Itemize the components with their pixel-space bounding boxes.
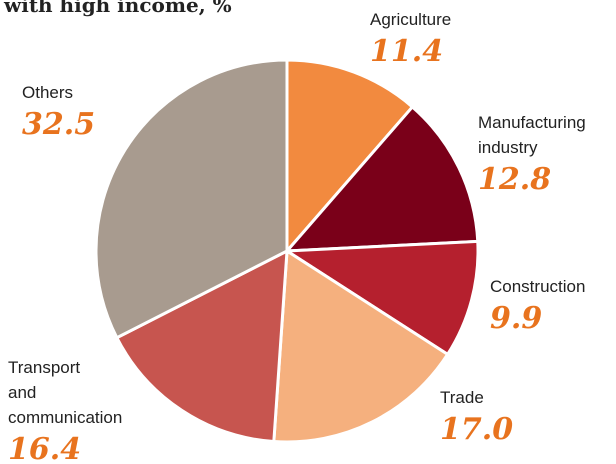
slice-value-label: 9.9 xyxy=(490,301,542,336)
slice-value-label: 12.8 xyxy=(478,162,551,197)
slice-value-label: 11.4 xyxy=(370,34,443,69)
slice-label: Agriculture xyxy=(370,10,451,29)
slice-label: Construction xyxy=(490,277,585,296)
pie-slice xyxy=(272,248,450,444)
chart-title: with high income, % xyxy=(3,0,232,17)
pie-slice xyxy=(114,248,289,444)
slice-label: Trade xyxy=(440,388,484,407)
slice-value-label: 32.5 xyxy=(22,107,95,142)
slice-value-label: 17.0 xyxy=(440,412,513,447)
slice-value-label: 16.4 xyxy=(8,432,81,464)
pie-slice xyxy=(285,58,415,256)
slice-label: Transport and communication xyxy=(8,358,122,427)
pie-slice xyxy=(94,58,289,340)
pie-slice xyxy=(282,239,480,357)
pie-slice xyxy=(283,104,480,253)
slice-label: Others xyxy=(22,83,73,102)
slice-label: Manufacturing industry xyxy=(478,113,586,157)
